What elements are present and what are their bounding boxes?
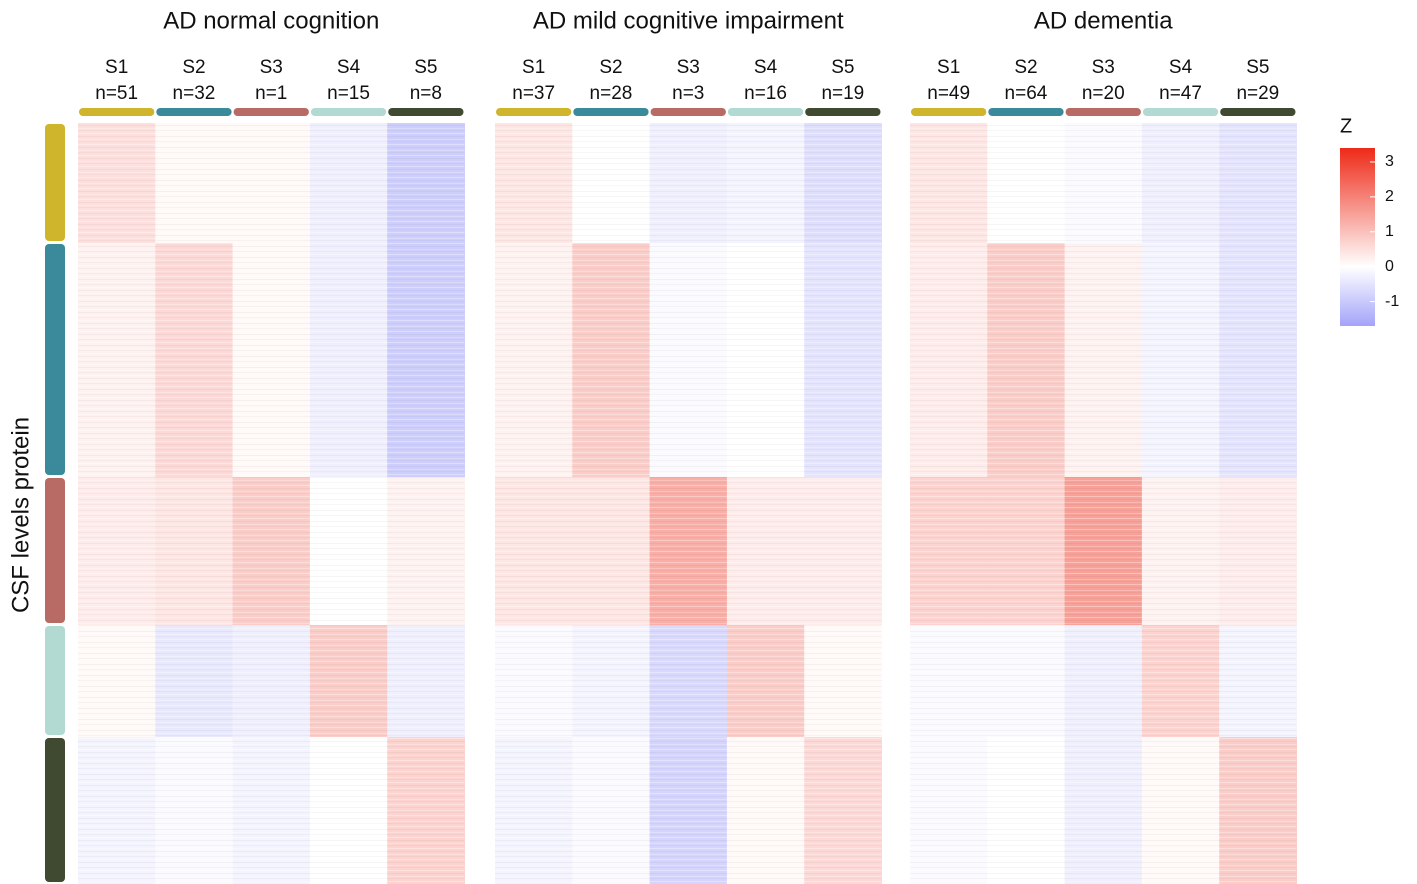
column-n-label: n=3 — [672, 83, 704, 104]
subtype-bar — [310, 108, 387, 116]
column-label: S2 — [182, 57, 205, 78]
subtype-bar — [156, 108, 232, 116]
subtype-bar — [1142, 108, 1219, 116]
colorbar-tick-label: 3 — [1385, 153, 1394, 170]
column-n-label: n=16 — [744, 83, 787, 104]
column-label: S2 — [1014, 57, 1037, 78]
subtype-bar — [727, 108, 804, 116]
texture — [910, 123, 1297, 884]
group-bar — [45, 626, 65, 735]
subtype-bar — [911, 108, 987, 116]
panel-title: AD normal cognition — [163, 7, 379, 34]
panel-title: AD mild cognitive impairment — [533, 7, 844, 34]
subtype-bar — [650, 108, 726, 116]
colorbar-tick-label: 2 — [1385, 188, 1394, 205]
column-n-label: n=49 — [927, 83, 970, 104]
colorbar-tick-label: 1 — [1385, 223, 1394, 240]
colorbar-tick-label: 0 — [1385, 258, 1394, 275]
column-n-label: n=1 — [255, 83, 287, 104]
group-bar — [45, 124, 65, 241]
texture — [78, 123, 465, 884]
column-label: S5 — [1246, 57, 1269, 78]
group-bar — [45, 478, 65, 623]
column-n-label: n=47 — [1159, 83, 1202, 104]
subtype-bar — [233, 108, 309, 116]
colorbar — [1340, 148, 1375, 326]
column-label: S4 — [1169, 57, 1193, 78]
column-n-label: n=19 — [821, 83, 864, 104]
subtype-bar — [573, 108, 649, 116]
column-label: S5 — [414, 57, 437, 78]
group-bar — [45, 738, 65, 882]
column-label: S1 — [937, 57, 960, 78]
column-n-label: n=51 — [95, 83, 138, 104]
column-label: S5 — [831, 57, 854, 78]
subtype-bar — [1065, 108, 1141, 116]
colorbar-tick-label: -1 — [1385, 293, 1399, 310]
column-label: S1 — [522, 57, 545, 78]
panel-title: AD dementia — [1034, 7, 1173, 34]
column-n-label: n=29 — [1236, 83, 1279, 104]
column-n-label: n=28 — [590, 83, 633, 104]
column-n-label: n=8 — [410, 83, 442, 104]
texture — [495, 123, 882, 884]
colorbar-title: Z — [1340, 115, 1352, 137]
column-n-label: n=32 — [173, 83, 216, 104]
column-n-label: n=37 — [512, 83, 555, 104]
column-label: S2 — [599, 57, 622, 78]
column-n-label: n=15 — [327, 83, 370, 104]
column-label: S3 — [260, 57, 283, 78]
column-label: S3 — [1092, 57, 1115, 78]
subtype-bar — [988, 108, 1064, 116]
column-n-label: n=64 — [1005, 83, 1048, 104]
y-axis-label: CSF levels protein — [7, 417, 34, 613]
column-label: S1 — [105, 57, 128, 78]
subtype-bar — [79, 108, 155, 116]
subtype-bar — [496, 108, 572, 116]
column-label: S4 — [337, 57, 361, 78]
subtype-bar — [1220, 108, 1296, 116]
column-label: S3 — [677, 57, 700, 78]
column-n-label: n=20 — [1082, 83, 1125, 104]
group-bar — [45, 244, 65, 475]
subtype-bar — [805, 108, 881, 116]
subtype-bar — [388, 108, 464, 116]
column-label: S4 — [754, 57, 778, 78]
